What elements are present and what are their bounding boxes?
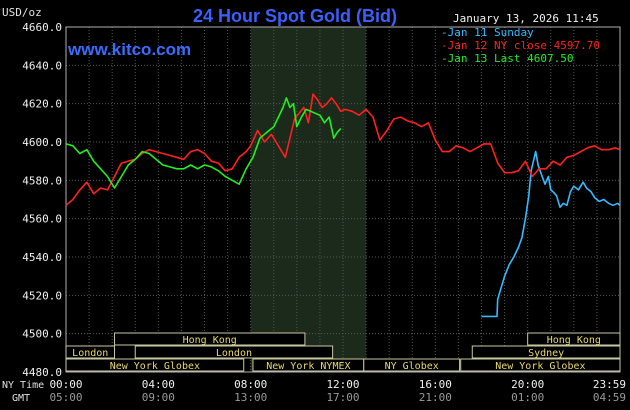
timestamp: January 13, 2026 11:45 bbox=[453, 12, 599, 25]
x-tick-label-ny: 16:00 bbox=[419, 378, 452, 391]
session-bar bbox=[363, 358, 461, 372]
y-tick-label: 4560.0 bbox=[22, 213, 62, 226]
session-label: Sydney bbox=[528, 348, 564, 359]
session-bar bbox=[134, 345, 334, 359]
price-series bbox=[65, 93, 621, 318]
session-bar bbox=[65, 345, 115, 359]
kitco-website[interactable]: www.kitco.com bbox=[67, 40, 191, 59]
series-line bbox=[481, 150, 621, 318]
y-tick-labels: 4480.0 4500.0 4520.0 4540.0 4560.0 4580.0 4600… bbox=[22, 21, 62, 379]
legend-entry: -Jan 13 Last 4607.50 bbox=[441, 52, 573, 65]
y-tick-label: 4600.0 bbox=[22, 136, 62, 149]
x-tick-label-ny: 23:59 bbox=[593, 378, 626, 391]
y-tick-label: 4580.0 bbox=[22, 174, 62, 187]
session-bar bbox=[527, 332, 621, 346]
y-tick-label: 4640.0 bbox=[22, 59, 62, 72]
legend-entry: -Jan 11 Sunday bbox=[441, 26, 534, 39]
unit-label: USD/oz bbox=[2, 6, 42, 19]
gmt-axis-label: GMT bbox=[12, 393, 30, 404]
session-label: London bbox=[216, 348, 252, 359]
x-tick-label-ny: 08:00 bbox=[234, 378, 267, 391]
session-label: NY Globex bbox=[385, 361, 439, 372]
x-tick-label-gmt: 05:00 bbox=[49, 391, 82, 404]
series-line bbox=[65, 93, 621, 206]
legend: -Jan 11 Sunday-Jan 12 NY close 4597.70-J… bbox=[441, 26, 600, 65]
session-label: New York NYMEX bbox=[266, 361, 350, 372]
session-label: London bbox=[72, 348, 108, 359]
y-tick-label: 4660.0 bbox=[22, 21, 62, 34]
x-tick-label-gmt: 09:00 bbox=[142, 391, 175, 404]
x-tick-label-gmt: 13:00 bbox=[234, 391, 267, 404]
series-line bbox=[65, 97, 342, 189]
x-tick-label-ny: 20:00 bbox=[511, 378, 544, 391]
y-tick-label: 4620.0 bbox=[22, 98, 62, 111]
session-label: Hong Kong bbox=[547, 335, 601, 346]
plot-frame bbox=[65, 26, 621, 373]
y-tick-label: 4520.0 bbox=[22, 289, 62, 302]
y-tick-label: 4540.0 bbox=[22, 251, 62, 264]
session-label: Hong Kong bbox=[183, 335, 237, 346]
x-tick-label-ny: 12:00 bbox=[326, 378, 359, 391]
trading-sessions: Hong Kong Hong Kong London London Sydney New … bbox=[65, 332, 621, 372]
chart-title: 24 Hour Spot Gold (Bid) bbox=[193, 6, 397, 26]
chart-grid bbox=[66, 26, 620, 373]
session-bar bbox=[460, 358, 621, 372]
y-tick-label: 4480.0 bbox=[22, 366, 62, 379]
x-tick-label-gmt: 01:00 bbox=[511, 391, 544, 404]
session-label: New York Globex bbox=[110, 361, 200, 372]
x-tick-label-gmt: 04:59 bbox=[593, 391, 626, 404]
session-bar bbox=[65, 358, 245, 372]
legend-entry: -Jan 12 NY close 4597.70 bbox=[441, 39, 600, 52]
ny-time-axis-label: NY Time bbox=[2, 380, 44, 391]
y-tick-label: 4500.0 bbox=[22, 328, 62, 341]
x-tick-label-gmt: 21:00 bbox=[419, 391, 452, 404]
session-bar bbox=[471, 345, 621, 359]
x-tick-label-ny: 00:00 bbox=[49, 378, 82, 391]
x-tick-label-gmt: 17:00 bbox=[326, 391, 359, 404]
nymex-hours-shade bbox=[250, 27, 367, 372]
x-tick-label-ny: 04:00 bbox=[142, 378, 175, 391]
session-bar bbox=[113, 332, 306, 346]
session-label: New York Globex bbox=[495, 361, 585, 372]
